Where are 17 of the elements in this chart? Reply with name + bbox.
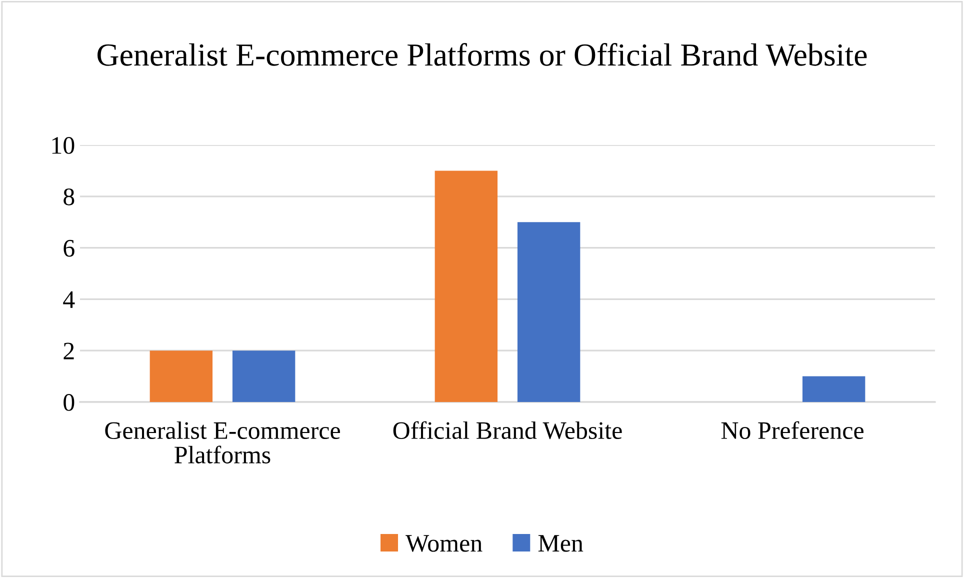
y-tick-label: 6 bbox=[64, 240, 74, 257]
legend-label: Women bbox=[406, 535, 482, 552]
x-tick-label: Generalist E-commerce Platforms bbox=[105, 421, 340, 464]
bar bbox=[150, 350, 213, 402]
bar bbox=[517, 222, 580, 402]
x-tick-label: Official Brand Website bbox=[393, 421, 622, 440]
legend-label: Men bbox=[538, 535, 584, 552]
y-tick-label: 10 bbox=[52, 137, 74, 154]
y-tick-label: 8 bbox=[64, 188, 74, 206]
y-tick-label: 0 bbox=[64, 394, 74, 411]
chart-title: Generalist E-commerce Platforms or Official Brand Website bbox=[98, 43, 867, 66]
y-tick-label: 4 bbox=[63, 291, 75, 308]
x-tick-label: No Preference bbox=[721, 421, 864, 440]
bar bbox=[232, 350, 296, 402]
bar bbox=[802, 376, 866, 402]
bar bbox=[434, 170, 498, 402]
y-tick-label: 2 bbox=[64, 342, 74, 360]
